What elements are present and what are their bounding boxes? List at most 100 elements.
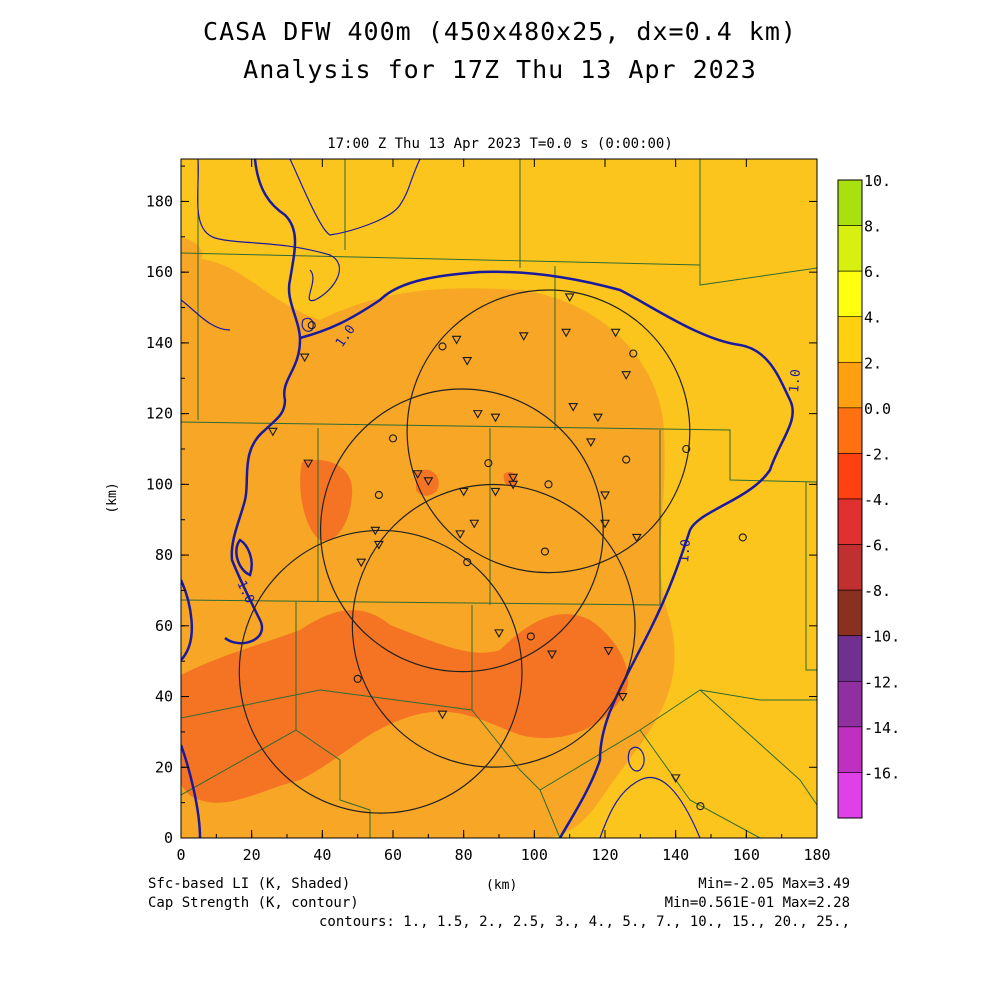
station-circle-marker bbox=[544, 480, 553, 489]
station-circle-marker bbox=[353, 674, 362, 683]
station-circle-marker bbox=[738, 533, 747, 542]
colorbar-labels: 10. 8. 6. 4. 2. 0.0 -2. -4. -6. -8. -10. -12. -14. -1… bbox=[864, 172, 900, 782]
colorbar-segment bbox=[837, 361, 863, 409]
station-circle-marker bbox=[388, 434, 398, 443]
colorbar-label: -8. bbox=[864, 582, 891, 600]
y-tick-label: 0 bbox=[164, 829, 173, 847]
y-axis-label: (km) bbox=[105, 482, 120, 513]
colorbar-label: -6. bbox=[864, 537, 891, 555]
colorbar-frame bbox=[837, 179, 863, 819]
x-tick-label: 60 bbox=[384, 846, 402, 864]
station-triangle-marker bbox=[490, 413, 501, 423]
station-triangle-marker bbox=[458, 487, 469, 497]
station-triangle-marker bbox=[451, 335, 462, 345]
station-triangle-marker bbox=[592, 413, 603, 423]
station-triangle-marker bbox=[518, 332, 529, 341]
li-fill-positive-0-2-west bbox=[181, 238, 203, 262]
colorbar-segment bbox=[837, 225, 863, 272]
colorbar-label: 0.0 bbox=[864, 400, 891, 418]
x-tick-label: 120 bbox=[591, 846, 618, 864]
station-triangle-marker bbox=[564, 293, 575, 303]
x-tick-label: 160 bbox=[733, 846, 760, 864]
station-triangle-marker bbox=[373, 540, 384, 550]
colorbar-segment bbox=[837, 453, 863, 500]
li-fill-negative-blob-east bbox=[503, 471, 518, 487]
station-triangle-marker bbox=[610, 328, 621, 338]
y-tick-label: 80 bbox=[155, 546, 173, 564]
x-tick-label: 180 bbox=[803, 846, 830, 864]
station-circle-marker bbox=[484, 459, 493, 468]
x-tick-label: 40 bbox=[313, 846, 331, 864]
radar-range-rings bbox=[238, 289, 691, 814]
radar-ring bbox=[319, 388, 604, 673]
station-triangle-marker bbox=[670, 774, 681, 783]
station-circle-marker bbox=[526, 632, 535, 641]
contour-label-3: 1.0 bbox=[787, 369, 804, 394]
colorbar-segment bbox=[837, 726, 863, 773]
x-tick-label: 100 bbox=[521, 846, 548, 864]
colorbar-label: 8. bbox=[864, 218, 882, 236]
footer-cap-minmax: Min=0.561E-01 Max=2.28 bbox=[664, 895, 850, 911]
li-fill-negative-main bbox=[181, 610, 629, 803]
station-triangle-marker bbox=[568, 403, 579, 412]
station-triangle-marker bbox=[455, 530, 466, 539]
colorbar-label: 6. bbox=[864, 263, 882, 281]
station-triangle-marker bbox=[423, 477, 434, 486]
station-triangle-marker bbox=[508, 480, 519, 490]
station-triangle-marker bbox=[631, 533, 642, 543]
li-fill-negative-blob-west bbox=[300, 459, 353, 541]
x-tick-label: 0 bbox=[176, 846, 185, 864]
county-boundaries bbox=[181, 159, 817, 838]
station-triangle-marker bbox=[412, 470, 423, 479]
station-triangle-marker bbox=[600, 491, 610, 501]
station-triangle-marker bbox=[472, 410, 483, 419]
station-triangle-marker bbox=[561, 328, 572, 338]
colorbar-label: -10. bbox=[864, 628, 900, 646]
plot-subtitle: 17:00 Z Thu 13 Apr 2023 T=0.0 s (0:00:00… bbox=[327, 136, 673, 152]
colorbar-label: -2. bbox=[864, 445, 891, 463]
station-triangle-marker bbox=[494, 629, 504, 638]
main-title-line2: Analysis for 17Z Thu 13 Apr 2023 bbox=[243, 55, 757, 84]
x-tick-label: 20 bbox=[243, 846, 261, 864]
colorbar-segment bbox=[837, 407, 863, 454]
x-tick-label: 140 bbox=[662, 846, 689, 864]
station-triangle-marker bbox=[621, 371, 632, 380]
station-triangle-marker bbox=[603, 647, 614, 656]
radar-ring bbox=[238, 529, 523, 814]
station-triangle-marker bbox=[356, 558, 367, 568]
station-circle-marker bbox=[696, 802, 705, 811]
station-triangle-marker bbox=[585, 438, 596, 448]
colorbar-segment bbox=[837, 589, 863, 637]
footer-contour-field: Cap Strength (K, contour) bbox=[148, 895, 359, 911]
colorbar-label: 2. bbox=[864, 354, 882, 372]
colorbar-segment bbox=[837, 772, 863, 819]
station-circle-marker bbox=[682, 444, 691, 454]
colorbar-label: 10. bbox=[864, 172, 891, 190]
colorbar-label: -4. bbox=[864, 491, 891, 509]
station-triangle-marker bbox=[462, 357, 473, 366]
radar-ring bbox=[351, 483, 636, 768]
y-tick-label: 40 bbox=[155, 688, 173, 706]
y-tick-label: 180 bbox=[146, 192, 173, 210]
station-circle-marker bbox=[540, 547, 549, 556]
station-triangle-marker bbox=[437, 710, 448, 720]
y-tick-label: 60 bbox=[155, 617, 173, 635]
station-circle-marker bbox=[622, 455, 631, 464]
station-triangle-marker bbox=[267, 427, 278, 437]
colorbar-segment bbox=[837, 635, 863, 682]
x-axis-label: (km) bbox=[486, 878, 518, 893]
station-triangle-marker bbox=[469, 519, 480, 529]
station-triangle-marker bbox=[547, 650, 557, 660]
cap-strength-contours-thin bbox=[181, 159, 701, 838]
station-circle-marker bbox=[307, 321, 316, 330]
station-triangle-marker bbox=[299, 353, 310, 363]
colorbar-label: 4. bbox=[864, 309, 882, 327]
station-triangle-marker bbox=[600, 519, 610, 529]
station-triangle-marker bbox=[617, 692, 628, 702]
x-tick-label: 80 bbox=[455, 846, 473, 864]
station-circle-marker bbox=[438, 342, 447, 351]
colorbar-label: -16. bbox=[864, 764, 900, 782]
main-title-line1: CASA DFW 400m (450x480x25, dx=0.4 km) bbox=[203, 17, 797, 46]
radar-ring bbox=[406, 289, 691, 574]
